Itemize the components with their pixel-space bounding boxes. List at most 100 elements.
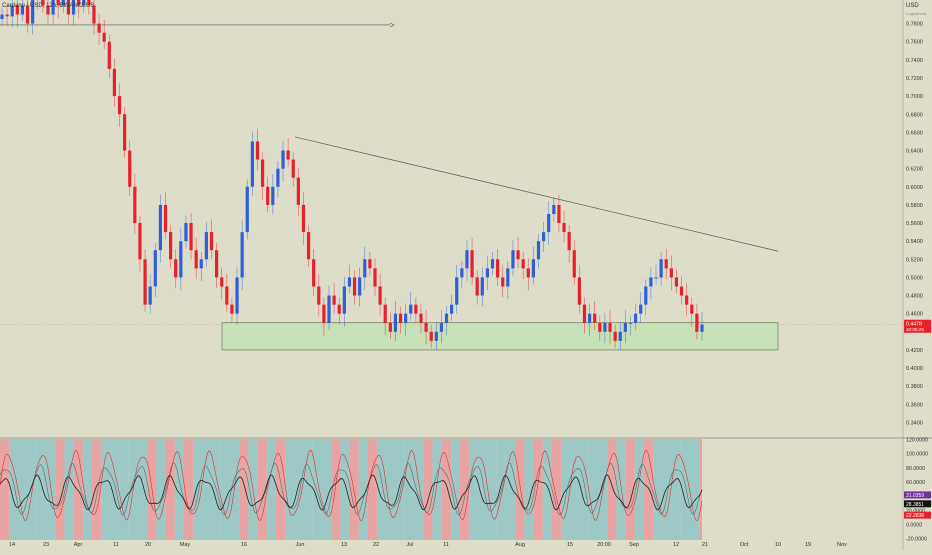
candle-body (511, 250, 515, 269)
candle-body (97, 23, 101, 33)
price-tick-label: 0.5000 (906, 275, 923, 281)
candle-body (506, 268, 510, 287)
ray-arrow (389, 22, 395, 28)
oscillator-value-tag (904, 500, 931, 508)
oscillator-band (36, 439, 46, 540)
time-tick-label: Jun (296, 542, 305, 548)
price-tick-label: 0.5800 (906, 203, 923, 209)
candle-body (322, 304, 326, 323)
price-tick-label: 0.5600 (906, 221, 923, 227)
candle-body (46, 5, 50, 15)
candle-body (485, 268, 490, 278)
time-tick-label: 20:00 (597, 542, 611, 548)
candle-body (337, 304, 341, 314)
candle-body (327, 295, 331, 323)
candle-body (700, 324, 704, 332)
candle-body (31, 0, 35, 24)
time-tick-label: 11 (113, 542, 119, 548)
time-tick-label: Sep (629, 542, 639, 548)
candle-body (107, 41, 111, 69)
candle-body (383, 304, 387, 323)
oscillator-band (644, 439, 654, 540)
candle-body (240, 232, 244, 278)
scale-mode-label[interactable]: Logarithmic (906, 11, 927, 16)
candle-body (465, 250, 469, 269)
candle-body (480, 277, 484, 296)
current-price-tag (904, 319, 931, 333)
candle-body (363, 259, 367, 278)
candle-body (199, 259, 203, 269)
oscillator-band (312, 439, 322, 540)
candle-body (179, 241, 183, 278)
candle-body (542, 232, 546, 242)
candle-body (501, 277, 505, 287)
candle-body (419, 313, 423, 323)
oscillator-band (64, 439, 74, 540)
candle-body (378, 286, 382, 305)
oscillator-band (285, 439, 295, 540)
candle-body (158, 204, 162, 251)
oscillator-band (441, 439, 451, 540)
price-tick-label: 0.5200 (906, 257, 923, 263)
oscillator-band (266, 439, 276, 540)
candle-body (235, 277, 239, 314)
support-zone (221, 322, 779, 351)
oscillator-band (699, 439, 702, 540)
candle-body (5, 14, 9, 17)
oscillator-band (487, 439, 497, 540)
time-tick-label: 12 (673, 542, 679, 548)
time-tick-label: 10 (775, 542, 781, 548)
candle-body (41, 0, 45, 6)
candle-body (674, 277, 679, 287)
candle-body (393, 313, 398, 332)
candle-body (398, 313, 403, 323)
price-tick-label: 0.7200 (906, 76, 923, 82)
candle-body (470, 250, 474, 278)
oscillator-band (193, 439, 203, 540)
candle-body (184, 223, 188, 242)
price-tick-label: 0.7800 (906, 22, 923, 28)
oscillator-band (349, 439, 359, 540)
oscillator-band (414, 439, 424, 540)
time-tick-label: 11 (443, 542, 449, 548)
oscillator-band (469, 439, 479, 540)
oscillator-tick-label: -20.0000 (906, 537, 927, 543)
candle-body (444, 313, 449, 323)
candle-body (434, 331, 438, 341)
candle-body (10, 5, 14, 17)
candle-body (163, 204, 168, 233)
price-tick-label: 0.6000 (906, 185, 923, 191)
oscillator-band (202, 439, 212, 540)
candle-body (577, 277, 581, 305)
oscillator-band (524, 439, 534, 540)
candle-body (332, 295, 336, 305)
oscillator-band (239, 439, 249, 540)
candle-body (250, 141, 254, 187)
oscillator-band (257, 439, 267, 540)
oscillator-band (404, 439, 414, 540)
candle-body (82, 0, 86, 6)
candle-body (214, 250, 219, 278)
candle-body (0, 14, 4, 20)
oscillator-band (9, 439, 19, 540)
oscillator-band (368, 439, 378, 540)
price-tick-label: 0.6800 (906, 112, 923, 118)
candle-body (128, 150, 132, 187)
candle-body (133, 186, 137, 224)
oscillator-band (515, 439, 525, 540)
oscillator-band (671, 439, 681, 540)
oscillator-band (377, 439, 387, 540)
oscillator-band (653, 439, 663, 540)
candle-body (373, 268, 377, 287)
oscillator-band (110, 439, 120, 540)
candle-body (639, 304, 643, 314)
candle-body (347, 277, 352, 287)
time-tick-label: 21 (702, 542, 708, 548)
candle-body (669, 268, 673, 278)
time-tick-label: 16 (241, 542, 247, 548)
time-tick-label: May (180, 542, 191, 548)
time-tick-label: 20 (145, 542, 151, 548)
candle-body (664, 259, 668, 269)
